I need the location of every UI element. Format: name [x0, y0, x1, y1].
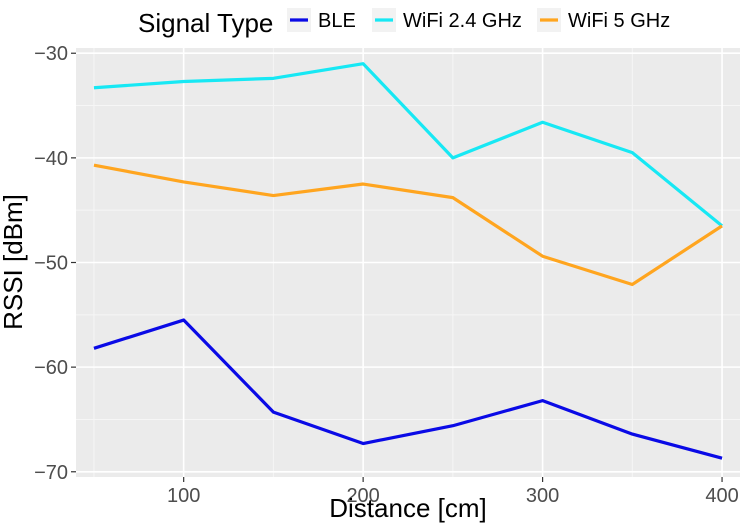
legend-label: BLE — [318, 10, 356, 32]
legend-label: WiFi 5 GHz — [568, 10, 670, 32]
x-tick-label: 100 — [167, 485, 200, 507]
series-line-wifi-2-4-ghz — [93, 62, 724, 228]
grid-major — [76, 48, 740, 477]
legend-title: Signal Type — [138, 8, 273, 38]
series-line-ble — [93, 318, 723, 460]
y-tick-label: −50 — [34, 253, 68, 275]
legend: Signal Type BLE WiFi 2.4 GHz WiFi 5 GHz — [138, 8, 670, 38]
x-tick-label: 400 — [705, 485, 738, 507]
series-lines — [93, 62, 724, 460]
y-tick-label: −40 — [34, 148, 68, 170]
legend-items: BLE WiFi 2.4 GHz WiFi 5 GHz — [287, 8, 670, 32]
y-tick-label: −60 — [34, 357, 68, 379]
series-line-wifi-5-ghz — [93, 163, 723, 287]
x-tick-label: 200 — [346, 485, 379, 507]
y-axis-title: RSSI [dBm] — [0, 194, 28, 330]
y-axis-ticks: −70 −60 −50 −40 −30 — [34, 43, 76, 484]
x-axis-ticks: 100 200 300 400 — [167, 477, 739, 507]
y-tick-label: −70 — [34, 462, 68, 484]
x-tick-label: 300 — [526, 485, 559, 507]
legend-label: WiFi 2.4 GHz — [403, 10, 522, 32]
x-axis-title: Distance [cm] — [329, 493, 487, 523]
y-tick-label: −30 — [34, 43, 68, 65]
